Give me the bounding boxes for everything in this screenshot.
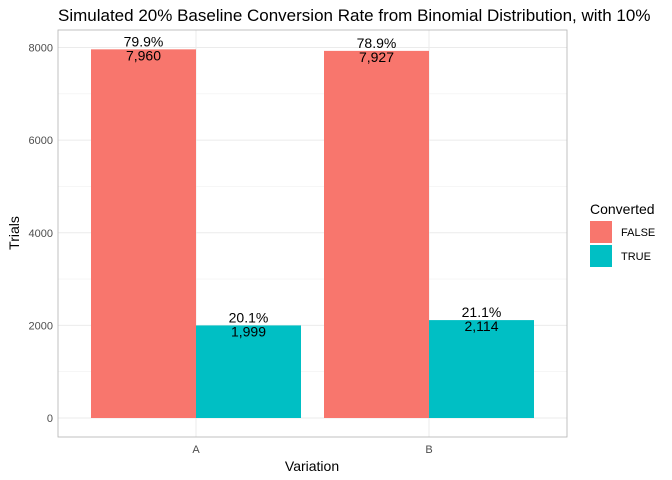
bar-percent-label: 20.1%: [229, 309, 269, 325]
y-axis-title: Trials: [6, 216, 22, 250]
bar: [91, 49, 196, 418]
legend-key: [590, 221, 612, 243]
x-tick-label: B: [425, 444, 432, 456]
legend-label: FALSE: [621, 227, 655, 239]
bar: [429, 320, 534, 418]
legend-title: Converted: [590, 201, 655, 217]
bar-count-label: 2,114: [465, 318, 499, 334]
bar-percent-label: 78.9%: [357, 35, 397, 51]
x-axis-title: Variation: [285, 458, 339, 474]
chart-title: Simulated 20% Baseline Conversion Rate f…: [58, 6, 650, 25]
bar: [324, 50, 429, 419]
y-tick-label: 6000: [29, 135, 53, 147]
bar-count-label: 1,999: [231, 323, 266, 339]
bar-percent-label: 21.1%: [462, 304, 502, 320]
bar-labels: 79.9%7,960 20.1%1,999 78.9%7,927 21.1%2,114: [124, 33, 502, 339]
bars: [91, 49, 534, 419]
legend-items: FALSE TRUE: [590, 221, 655, 267]
y-axis-ticks: 0 2000 4000 6000 8000: [29, 43, 53, 426]
x-tick-label: A: [192, 444, 200, 456]
legend: Converted FALSE TRUE: [590, 201, 655, 267]
panel-border: [57, 29, 568, 438]
y-tick-label: 2000: [29, 320, 53, 332]
y-tick-label: 0: [47, 413, 53, 425]
bar-count-label: 7,960: [126, 47, 161, 63]
bar-count-label: 7,927: [359, 49, 394, 65]
legend-label: TRUE: [621, 251, 651, 263]
y-tick-label: 4000: [29, 228, 53, 240]
legend-key: [590, 245, 612, 267]
bar: [196, 325, 301, 418]
y-tick-label: 8000: [29, 43, 53, 55]
bar-percent-label: 79.9%: [124, 33, 164, 49]
